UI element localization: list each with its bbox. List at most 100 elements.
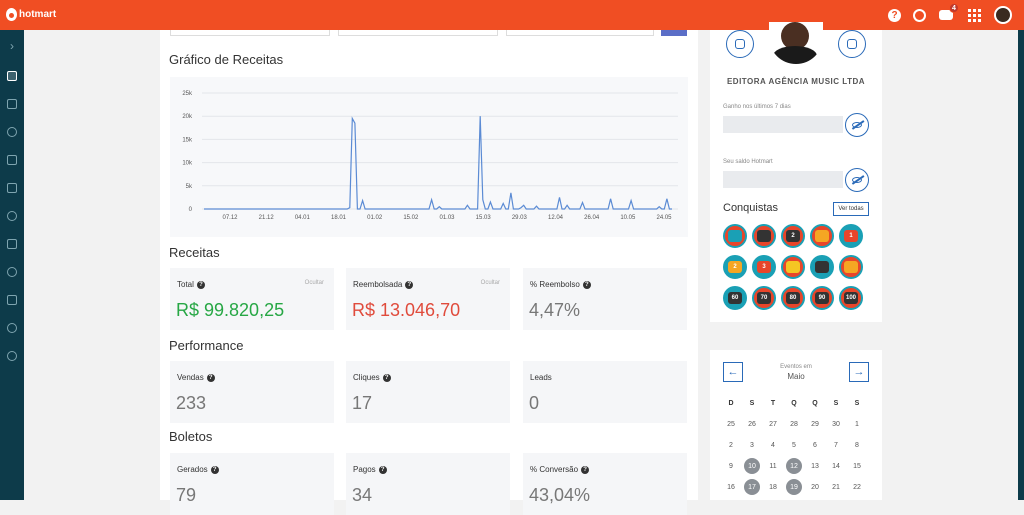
calendar-day[interactable]: 11 <box>769 462 777 470</box>
messages-button[interactable] <box>838 30 866 58</box>
globe-icon[interactable] <box>913 8 926 22</box>
chart-icon[interactable] <box>4 292 20 308</box>
calendar-day[interactable]: 20 <box>811 483 819 491</box>
calendar-weekday: S <box>833 399 839 407</box>
achievement-medal-icon[interactable]: 100 <box>839 286 863 310</box>
expand-icon[interactable]: › <box>10 39 14 53</box>
calendar-day[interactable]: 15 <box>853 462 861 470</box>
calendar-day[interactable]: 25 <box>727 420 735 428</box>
achievement-medal-icon[interactable]: 90 <box>810 286 834 310</box>
show-saldo-button[interactable] <box>845 168 869 192</box>
revenue-chart-svg: 25k 20k 15k 10k 5k 0 07.12 21.12 04.01 18.01 01.02… <box>182 91 678 221</box>
achievement-medal-icon[interactable]: 80 <box>781 286 805 310</box>
chat-icon[interactable] <box>4 236 20 252</box>
help-icon[interactable]: ? <box>582 280 591 289</box>
calendar-day[interactable]: 9 <box>729 462 733 470</box>
filter-input-1[interactable] <box>170 30 330 36</box>
apps-grid-icon[interactable] <box>966 7 982 23</box>
chart-x-tick: 01.03 <box>439 215 455 221</box>
help-icon[interactable]: ? <box>206 373 215 382</box>
calendar-day[interactable]: 22 <box>853 483 861 491</box>
show-ganho-button[interactable] <box>845 113 869 137</box>
network-icon[interactable] <box>4 124 20 140</box>
help-icon[interactable]: ? <box>378 465 387 474</box>
filter-submit-button[interactable] <box>661 30 687 36</box>
achievement-medal-icon[interactable] <box>752 224 776 248</box>
eye-slash-icon <box>852 177 862 183</box>
achievement-medal-icon[interactable] <box>810 224 834 248</box>
leads-label: Leads <box>530 373 552 382</box>
calendar-day[interactable]: 17 <box>744 479 760 495</box>
pagos-card: Pagos? 34 <box>346 453 510 515</box>
dashboard-icon[interactable] <box>4 68 20 84</box>
help-icon[interactable]: ? <box>210 465 219 474</box>
calendar-weekday: D <box>728 399 734 407</box>
calendar-day[interactable]: 1 <box>855 420 859 428</box>
total-value: R$ 99.820,25 <box>176 300 285 320</box>
calendar-day[interactable]: 4 <box>771 441 775 449</box>
users-button[interactable] <box>726 30 754 58</box>
calendar-day[interactable]: 21 <box>832 483 840 491</box>
calendar-day[interactable]: 13 <box>811 462 819 470</box>
achievement-medal-icon[interactable]: 1 <box>839 224 863 248</box>
calendar-day[interactable]: 12 <box>786 458 802 474</box>
calendar-day[interactable]: 26 <box>748 420 756 428</box>
calendar-day[interactable]: 2 <box>729 441 733 449</box>
achievement-medal-icon[interactable]: 3 <box>752 255 776 279</box>
help-icon[interactable]: ? <box>196 280 205 289</box>
achievement-medal-icon[interactable]: 2 <box>723 255 747 279</box>
calendar-day[interactable]: 29 <box>811 420 819 428</box>
calendar-day[interactable]: 5 <box>792 441 796 449</box>
calendar-day[interactable]: 19 <box>786 479 802 495</box>
chat-icon[interactable]: 4 <box>938 3 959 23</box>
pct-reembolso-card: % Reembolso? 4,47% <box>523 268 687 330</box>
support-icon[interactable] <box>4 348 20 364</box>
achievement-medal-icon[interactable] <box>781 255 805 279</box>
help-icon[interactable]: ? <box>405 280 414 289</box>
calendar-day[interactable]: 18 <box>769 483 777 491</box>
settings-icon[interactable] <box>4 320 20 336</box>
achievement-medal-icon[interactable]: 2 <box>781 224 805 248</box>
calendar-day[interactable]: 16 <box>727 483 735 491</box>
achievement-medal-icon[interactable] <box>839 255 863 279</box>
help-icon[interactable]: ? <box>888 8 901 22</box>
pagos-label: Pagos <box>353 465 376 474</box>
achievement-medal-icon[interactable] <box>723 224 747 248</box>
medal-emblem: 70 <box>757 292 771 304</box>
calendar-next-button[interactable]: → <box>849 362 869 382</box>
filter-input-3[interactable] <box>506 30 654 36</box>
vendas-card: Vendas? 233 <box>170 361 334 423</box>
medal-emblem: 2 <box>786 230 800 242</box>
money-icon[interactable] <box>4 264 20 280</box>
hotmart-logo[interactable]: hotmart <box>6 8 56 21</box>
chart-x-tick: 21.12 <box>259 215 275 221</box>
achievement-medal-icon[interactable]: 60 <box>723 286 747 310</box>
ver-todas-button[interactable]: Ver todas <box>833 202 869 216</box>
achievement-medal-icon[interactable] <box>810 255 834 279</box>
cart-icon[interactable] <box>4 180 20 196</box>
user-avatar[interactable] <box>994 6 1012 24</box>
calendar-day[interactable]: 6 <box>813 441 817 449</box>
total-hide-link[interactable]: Ocultar <box>304 280 324 286</box>
calendar-day[interactable]: 8 <box>855 441 859 449</box>
achievement-medal-icon[interactable]: 70 <box>752 286 776 310</box>
help-icon[interactable]: ? <box>581 465 590 474</box>
reembolsada-hide-link[interactable]: Ocultar <box>480 280 500 286</box>
calendar-day[interactable]: 3 <box>750 441 754 449</box>
chart-y-tick: 25k <box>182 91 193 97</box>
calendar-day[interactable]: 7 <box>834 441 838 449</box>
medal-emblem <box>815 261 829 273</box>
calendar-prev-button[interactable]: ← <box>723 362 743 382</box>
box-icon[interactable] <box>4 152 20 168</box>
calendar-weekday: Q <box>791 399 797 407</box>
help-icon[interactable]: ? <box>382 373 391 382</box>
calendar-day[interactable]: 28 <box>790 420 798 428</box>
calendar-day[interactable]: 14 <box>832 462 840 470</box>
calendar-day[interactable]: 10 <box>744 458 760 474</box>
vendas-value: 233 <box>176 393 207 413</box>
products-icon[interactable] <box>4 96 20 112</box>
calendar-day[interactable]: 27 <box>769 420 777 428</box>
refresh-icon[interactable] <box>4 208 20 224</box>
calendar-day[interactable]: 30 <box>832 420 840 428</box>
filter-input-2[interactable] <box>338 30 498 36</box>
